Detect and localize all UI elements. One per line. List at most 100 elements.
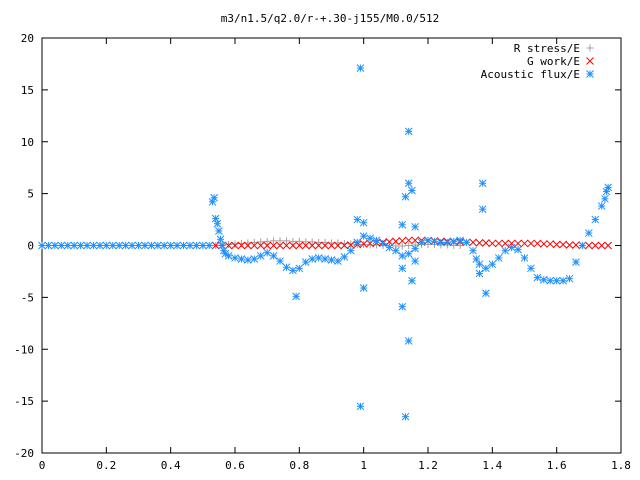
data-point	[398, 236, 407, 245]
x-tick-label: 1.8	[611, 459, 631, 472]
data-point	[404, 127, 413, 136]
data-point	[391, 246, 400, 255]
data-point	[411, 222, 419, 231]
data-point	[250, 255, 259, 263]
data-point	[501, 239, 510, 248]
x-tick-label: 0	[39, 459, 46, 472]
data-point	[314, 254, 323, 262]
data-point	[405, 242, 413, 249]
y-tick-label: 5	[27, 188, 34, 201]
data-point	[128, 241, 136, 250]
data-point	[321, 241, 329, 250]
series-2	[38, 64, 612, 421]
data-point	[597, 202, 606, 210]
data-point	[546, 240, 555, 248]
data-point	[404, 236, 413, 245]
data-point	[539, 275, 548, 284]
data-point	[494, 239, 503, 248]
data-point	[482, 289, 490, 298]
chart-title: m3/n1.5/q2.0/r-+.30-j155/M0.0/512	[221, 12, 440, 25]
data-point	[494, 254, 503, 262]
data-point	[102, 241, 111, 250]
data-point	[231, 240, 239, 248]
data-point	[289, 241, 297, 250]
data-point	[533, 239, 542, 248]
x-tick-label: 0.4	[161, 459, 181, 472]
data-point	[292, 292, 300, 301]
data-point	[237, 255, 246, 263]
data-point	[282, 237, 290, 245]
data-point	[356, 64, 365, 72]
data-point	[539, 240, 548, 248]
data-point	[488, 260, 497, 269]
data-point	[546, 276, 555, 285]
data-point	[359, 232, 368, 241]
data-point	[215, 227, 223, 235]
y-tick-label: 15	[21, 84, 34, 97]
data-point	[295, 241, 304, 250]
data-point	[456, 236, 465, 245]
data-point	[263, 237, 271, 245]
data-point	[584, 241, 593, 250]
data-point	[514, 245, 522, 254]
data-point	[321, 238, 329, 246]
data-point	[359, 284, 368, 292]
x-tick-label: 1.6	[547, 459, 567, 472]
data-point	[578, 241, 587, 250]
data-point	[173, 241, 181, 250]
data-point	[391, 237, 400, 246]
x-tick-label: 0.2	[96, 459, 116, 472]
legend-marker	[586, 57, 594, 65]
data-point	[385, 238, 394, 246]
data-point	[356, 402, 365, 411]
data-point	[219, 246, 228, 255]
data-point	[597, 241, 606, 250]
data-point	[244, 256, 252, 264]
data-point	[108, 241, 117, 250]
data-point	[210, 193, 218, 202]
data-point	[186, 241, 194, 250]
data-point	[475, 269, 484, 278]
legend-marker	[586, 44, 594, 52]
data-point	[263, 241, 272, 250]
data-point	[398, 242, 406, 250]
data-point	[430, 237, 439, 246]
data-point	[379, 239, 387, 248]
data-point	[257, 238, 265, 246]
data-point	[213, 219, 222, 228]
y-tick-label: 10	[21, 136, 34, 149]
data-point	[437, 238, 445, 247]
data-point	[346, 246, 355, 255]
data-point	[83, 241, 91, 250]
data-point	[401, 412, 410, 421]
data-point	[256, 241, 265, 250]
data-point	[401, 192, 410, 201]
data-point	[385, 243, 394, 252]
data-point	[478, 179, 487, 188]
data-point	[276, 237, 284, 245]
data-point	[327, 241, 336, 250]
data-point	[340, 241, 349, 250]
data-point	[282, 241, 291, 250]
data-point	[44, 241, 53, 250]
y-tick-label: 0	[27, 240, 34, 253]
data-point	[334, 241, 342, 250]
data-point	[520, 239, 529, 248]
legend-label: Acoustic flux/E	[481, 68, 580, 81]
data-point	[216, 235, 225, 244]
data-point	[121, 241, 130, 250]
y-tick-label: 20	[21, 32, 34, 45]
x-tick-label: 1.4	[482, 459, 502, 472]
data-point	[533, 273, 542, 282]
data-point	[211, 214, 220, 223]
data-point	[321, 255, 329, 263]
data-point	[501, 246, 510, 255]
data-point	[565, 241, 574, 249]
data-point	[57, 241, 66, 250]
data-point	[404, 179, 413, 188]
data-point	[353, 215, 362, 224]
data-point	[359, 218, 368, 227]
data-point	[314, 241, 323, 250]
